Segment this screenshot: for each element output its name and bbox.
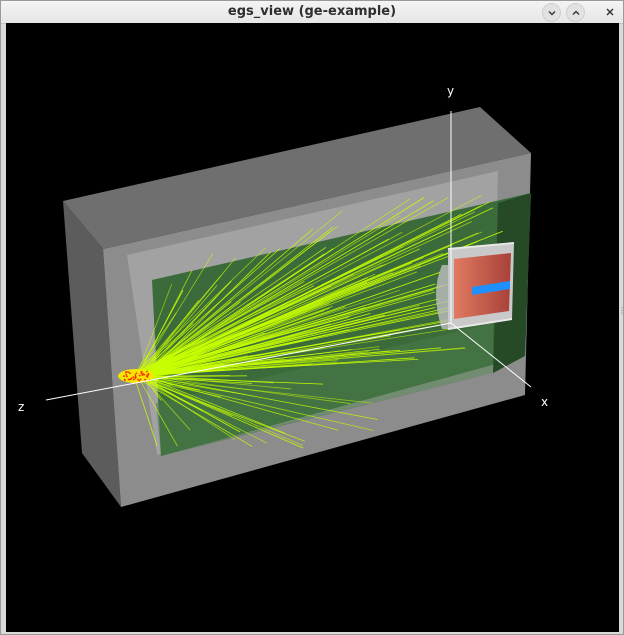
particle-track bbox=[135, 376, 305, 442]
germanium-detector bbox=[436, 242, 515, 330]
coordinate-axes: y x z bbox=[18, 84, 548, 414]
particle-track bbox=[137, 373, 286, 434]
minimize-button[interactable] bbox=[542, 3, 561, 22]
geometry-scene[interactable]: y x z bbox=[6, 23, 619, 632]
particle-track bbox=[135, 365, 241, 376]
particle-track bbox=[136, 374, 236, 440]
cavity-floor bbox=[156, 323, 493, 456]
particle-track bbox=[139, 306, 451, 378]
source-decay-point bbox=[147, 372, 150, 375]
source-decay-point bbox=[130, 377, 133, 380]
particle-track bbox=[138, 248, 420, 378]
particle-track bbox=[136, 290, 184, 376]
particle-track bbox=[135, 210, 343, 379]
close-button[interactable] bbox=[601, 3, 618, 20]
source-decay-point bbox=[146, 370, 148, 373]
particle-tracks bbox=[132, 194, 503, 449]
shield-left-face bbox=[63, 201, 121, 507]
close-icon bbox=[606, 8, 613, 15]
title-bar[interactable]: egs_view (ge-example) bbox=[1, 1, 623, 24]
chevron-up-icon bbox=[572, 10, 579, 15]
source-decay-point bbox=[133, 378, 135, 381]
detector-rim-bottom bbox=[447, 318, 513, 330]
detector-rim-top bbox=[447, 242, 515, 250]
particle-track bbox=[136, 262, 413, 378]
source-decay-point bbox=[134, 374, 137, 376]
source-decay-point bbox=[139, 378, 142, 381]
y-axis-label: y bbox=[447, 84, 454, 98]
particle-track bbox=[138, 248, 280, 374]
source-decay-point bbox=[144, 378, 146, 381]
maximize-button[interactable] bbox=[566, 3, 585, 22]
3d-geometry-viewport[interactable]: y x z bbox=[6, 23, 619, 632]
source-decay-point bbox=[140, 372, 143, 375]
particle-track bbox=[133, 312, 177, 377]
z-axis-line bbox=[45, 322, 452, 401]
particle-track bbox=[137, 307, 436, 376]
chevron-down-icon bbox=[548, 10, 555, 15]
particle-track bbox=[140, 200, 434, 375]
particle-track bbox=[133, 247, 267, 375]
source-decay-point bbox=[123, 375, 125, 378]
source-decay-point bbox=[123, 379, 126, 382]
x-axis-line bbox=[450, 322, 532, 388]
particle-track bbox=[136, 226, 338, 379]
particle-track bbox=[136, 374, 178, 447]
particle-track bbox=[138, 211, 476, 376]
source-decay-point bbox=[135, 372, 138, 375]
source-decay-point bbox=[132, 376, 135, 379]
radioactive-source bbox=[118, 369, 154, 383]
window-title: egs_view (ge-example) bbox=[227, 4, 397, 19]
shield-top-face bbox=[63, 107, 531, 249]
particle-track bbox=[136, 283, 173, 376]
particle-track bbox=[133, 376, 158, 447]
source-decay-point bbox=[138, 374, 141, 377]
particle-track bbox=[138, 346, 380, 376]
particle-track bbox=[141, 198, 411, 375]
particle-track bbox=[134, 289, 496, 376]
particle-track bbox=[142, 228, 314, 375]
source-decay-point bbox=[138, 379, 141, 382]
source-decay-point bbox=[125, 373, 128, 376]
particle-track bbox=[140, 265, 421, 379]
source-decay-point bbox=[126, 375, 128, 378]
particle-track bbox=[136, 375, 374, 431]
source-decay-point bbox=[134, 375, 137, 378]
particle-track bbox=[134, 273, 486, 377]
particle-track bbox=[140, 257, 237, 375]
particle-track bbox=[133, 309, 456, 377]
particle-track bbox=[140, 273, 354, 375]
particle-track bbox=[139, 374, 378, 420]
particle-track bbox=[134, 352, 363, 377]
particle-track bbox=[140, 375, 303, 446]
source-decay-point bbox=[137, 378, 140, 381]
particle-track bbox=[136, 375, 267, 444]
particle-track bbox=[136, 291, 436, 377]
source-decay-point bbox=[134, 377, 137, 380]
detector-core bbox=[472, 281, 510, 295]
particle-track bbox=[134, 376, 253, 447]
source-decay-point bbox=[127, 371, 130, 374]
particle-track bbox=[136, 351, 293, 378]
source-decay-point bbox=[129, 372, 131, 375]
source-decay-point bbox=[140, 370, 143, 373]
source-decay-point bbox=[143, 373, 146, 376]
z-axis-label: z bbox=[18, 400, 24, 414]
particle-track bbox=[133, 374, 274, 384]
resize-grip[interactable]: ⋮ bbox=[618, 306, 624, 315]
particle-track bbox=[133, 271, 418, 379]
particle-track bbox=[140, 366, 275, 376]
particle-track bbox=[135, 197, 449, 377]
source-decay-point bbox=[145, 375, 148, 378]
source-decay-point bbox=[127, 378, 130, 381]
source-decay-point bbox=[124, 371, 127, 374]
x-axis-label: x bbox=[541, 395, 548, 409]
